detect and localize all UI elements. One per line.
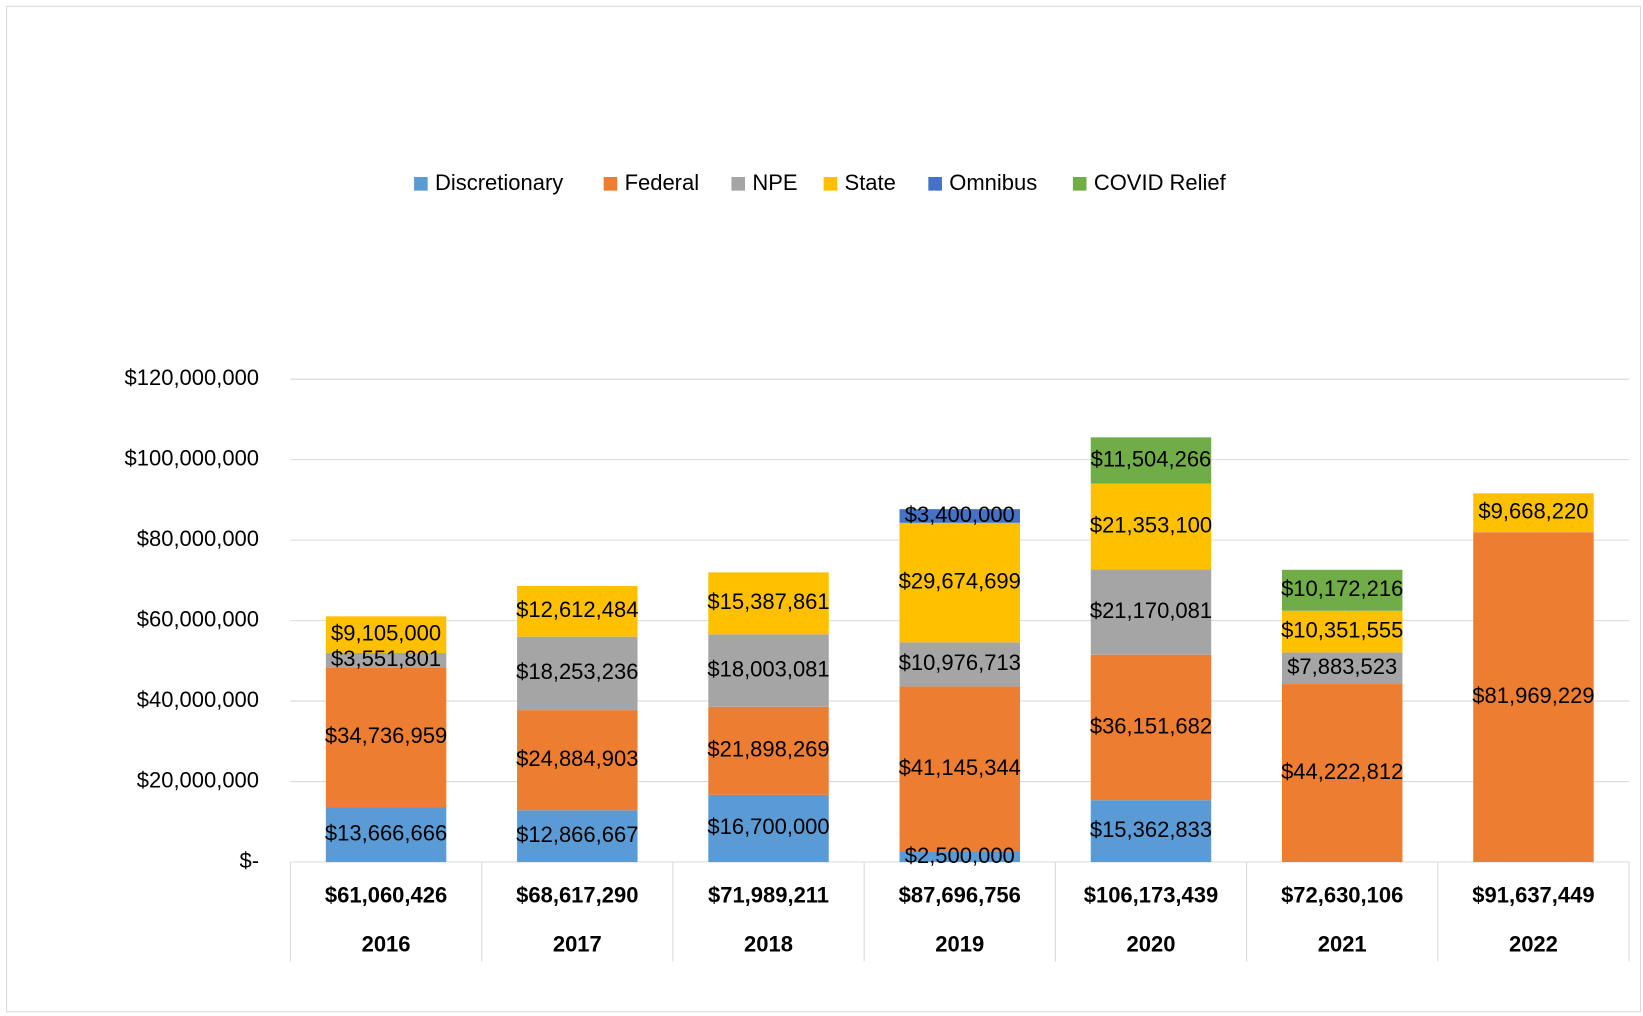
data-label: $21,170,081 [1090,598,1212,623]
category-total: $71,989,211 [708,882,829,907]
bar-segment [1281,684,1403,863]
legend-label: Discretionary [435,170,563,195]
y-tick-label: $120,000,000 [125,365,259,390]
bar-segment [899,686,1020,852]
data-label: $16,700,000 [707,814,829,839]
bar-segment [1281,610,1403,653]
data-label: $7,883,523 [1287,654,1397,679]
legend-label: NPE [752,170,797,195]
bar-segment [325,667,447,808]
bar-segment [708,794,829,863]
bar-segment [517,710,638,811]
x-tick-label: 2016 [362,932,411,957]
bar-segment [1281,569,1403,611]
legend-swatch [731,177,746,191]
category-total: $91,637,449 [1472,882,1594,907]
data-label: $21,353,100 [1090,512,1212,537]
legend-label: COVID Relief [1094,170,1227,195]
category-total: $106,173,439 [1084,882,1218,907]
x-tick-label: 2017 [553,932,602,957]
bar-segment [1090,569,1212,655]
data-label: $12,866,667 [516,822,638,847]
data-label: $34,736,959 [325,723,447,748]
data-label: $18,253,236 [516,659,638,684]
bar-segment [708,634,829,707]
x-tick-label: 2021 [1318,932,1367,957]
data-label: $81,969,229 [1472,683,1594,708]
data-label: $41,145,344 [899,755,1021,780]
y-tick-label: $80,000,000 [137,526,259,551]
bar-segment [517,810,638,863]
bar-segment [899,509,1020,523]
legend-swatch [414,177,428,191]
data-label: $3,551,801 [331,646,441,671]
y-tick-label: $40,000,000 [137,687,259,712]
legend-swatch [603,177,618,191]
category-total: $87,696,756 [899,882,1021,907]
bar-segment [1473,532,1594,863]
legend-swatch [1072,177,1087,191]
y-tick-label: $100,000,000 [125,445,259,470]
x-tick-label: 2020 [1127,932,1176,957]
bar-segment [517,636,638,711]
data-label: $29,674,699 [899,568,1021,593]
data-label: $13,666,666 [325,820,447,845]
data-label: $24,884,903 [516,746,638,771]
bar-segment [708,706,829,795]
data-label: $10,172,216 [1281,576,1403,601]
bar-segment [517,585,638,637]
bar-segment [1090,437,1212,484]
category-total: $61,060,426 [325,882,447,907]
data-label: $18,003,081 [707,656,829,681]
data-label: $11,504,266 [1091,446,1212,471]
category-total: $72,630,106 [1281,882,1403,907]
data-label: $2,500,000 [905,843,1015,868]
y-tick-label: $20,000,000 [137,767,259,792]
x-tick-label: 2022 [1509,932,1558,957]
data-label: $10,976,713 [899,650,1021,675]
x-tick-label: 2019 [935,932,984,957]
bar-segment [1281,652,1403,685]
bar-segment [325,807,447,863]
data-label: $9,105,000 [331,620,441,645]
bar-segment [899,851,1020,863]
data-label: $9,668,220 [1478,499,1588,524]
x-tick-label: 2018 [744,932,793,957]
data-label: $10,351,555 [1281,617,1403,642]
bar-segment [708,572,829,635]
legend-swatch [823,177,838,191]
data-label: $15,387,861 [707,589,829,614]
bar-segment [899,642,1020,687]
bar-segment [1090,483,1212,570]
y-tick-label: $- [239,848,259,873]
bar-segment [1090,800,1212,863]
data-label: $44,222,812 [1281,759,1403,784]
legend-label: Omnibus [949,170,1037,195]
category-total: $68,617,290 [516,882,638,907]
data-label: $3,400,000 [905,502,1015,527]
y-tick-label: $60,000,000 [137,606,259,631]
bar-segment [1473,493,1594,533]
bar-segment [1090,654,1212,801]
data-label: $21,898,269 [707,737,829,762]
legend-swatch [928,177,942,191]
bar-segment [325,616,447,653]
data-label: $12,612,484 [516,597,638,622]
legend-label: Federal [625,170,700,195]
legend-label: State [845,170,896,195]
bar-segment [325,652,447,668]
data-label: $15,362,833 [1090,817,1212,842]
bar-segment [899,522,1020,643]
data-label: $36,151,682 [1090,713,1212,738]
